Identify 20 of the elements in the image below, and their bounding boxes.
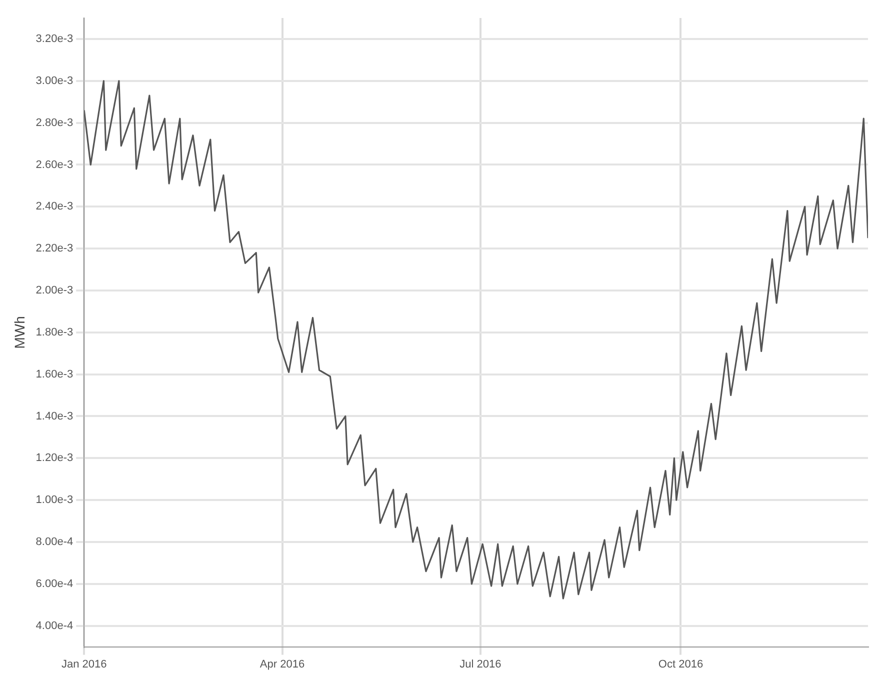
y-tick-label: 8.00e-4 — [36, 536, 74, 548]
x-tick-label: Oct 2016 — [658, 658, 704, 670]
y-tick-label: 1.20e-3 — [36, 452, 74, 464]
x-tick-label: Jan 2016 — [61, 658, 107, 670]
y-tick-label: 2.60e-3 — [36, 158, 74, 171]
y-tick-label: 2.20e-3 — [36, 242, 74, 255]
y-tick-label: 1.40e-3 — [36, 410, 74, 422]
y-tick-label: 2.80e-3 — [36, 116, 74, 129]
x-tick-label: Apr 2016 — [260, 658, 305, 670]
y-tick-label: 3.20e-3 — [36, 32, 74, 45]
y-tick-label: 1.00e-3 — [36, 494, 74, 506]
y-tick-label: 6.00e-4 — [36, 578, 74, 590]
y-tick-label: 2.40e-3 — [36, 200, 74, 213]
y-tick-label: 1.60e-3 — [36, 368, 74, 380]
y-tick-label: 1.80e-3 — [36, 326, 74, 338]
y-tick-label: 2.00e-3 — [36, 284, 74, 297]
y-axis-title: MWh — [11, 316, 28, 349]
y-tick-label: 4.00e-4 — [36, 620, 74, 632]
y-tick-label: 3.00e-3 — [36, 74, 74, 87]
x-tick-label: Jul 2016 — [460, 658, 502, 670]
